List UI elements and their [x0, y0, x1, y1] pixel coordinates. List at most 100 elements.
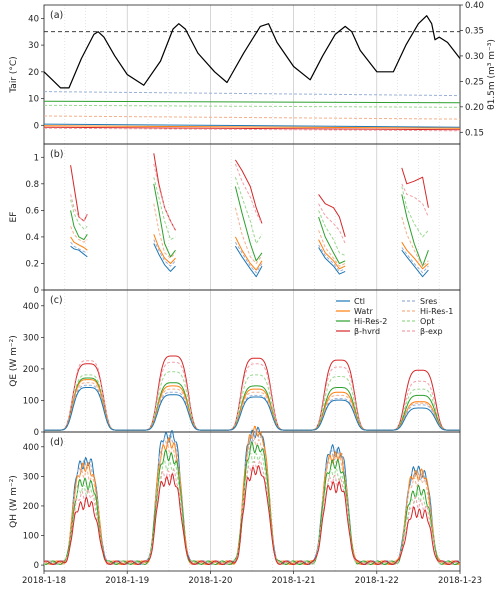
- y-tick-label: 400: [23, 302, 39, 312]
- series-HiRes1-line: [43, 434, 461, 565]
- series-hvrd-segment: [234, 159, 263, 224]
- series-HiRes1-segment: [70, 226, 88, 243]
- panel-2: 0 0.2 0.4 0.6 0.8 1 (b) EF: [9, 143, 461, 296]
- series-HiRes2-line: [43, 100, 461, 104]
- y-tick-label: 100: [23, 396, 39, 406]
- legend-label: β-exp: [420, 327, 443, 336]
- series-exp-line: [43, 460, 461, 565]
- series-exp-segment: [153, 163, 176, 231]
- legend-label: Watr: [354, 307, 373, 316]
- series-Watr-segment: [318, 239, 346, 270]
- x-tick-label: 2018-1-18: [22, 576, 66, 586]
- series-Watr-segment: [70, 236, 88, 251]
- panel-label: (a): [50, 10, 63, 21]
- series-Opt-segment: [401, 186, 429, 238]
- y-tick-label: 20: [28, 68, 39, 78]
- y-tick-label: 0: [34, 428, 39, 438]
- x-tick-label: 2018-1-22: [355, 576, 399, 586]
- y2-tick-label: 0.20: [465, 103, 484, 113]
- y-axis-label: QE (W m⁻²): [9, 335, 19, 387]
- y-tick-label: 200: [23, 502, 39, 512]
- series-HiRes2-segment: [70, 210, 88, 241]
- series-Sres-segment: [318, 244, 346, 272]
- series-Sres-segment: [234, 241, 263, 274]
- series-Sres-segment: [153, 239, 176, 267]
- series-hvrd-segment: [318, 194, 346, 238]
- series-Opt-segment: [70, 199, 88, 230]
- y-tick-label: 30: [28, 41, 39, 51]
- y-tick-label: 300: [23, 472, 39, 482]
- legend-label: Sres: [420, 297, 437, 306]
- series-HiRes1-segment: [401, 216, 429, 267]
- series-HiRes1-segment: [153, 203, 176, 259]
- series-hvrd-line: [43, 126, 461, 131]
- panel-label: (b): [50, 149, 63, 160]
- y-tick-label: 0.2: [25, 259, 39, 269]
- series-Tair-line: [43, 15, 461, 89]
- series-Ctl-segment: [401, 249, 429, 278]
- series-HiRes2-segment: [318, 216, 346, 264]
- y-axis-label: QH (W m⁻²): [9, 475, 19, 528]
- series-Ctl-segment: [153, 243, 176, 272]
- y-tick-label: 200: [23, 365, 39, 375]
- y2-tick-label: 0.30: [465, 52, 484, 62]
- y-tick-label: 300: [23, 333, 39, 343]
- series-Sres-segment: [70, 241, 88, 254]
- series-Opt-segment: [153, 177, 176, 241]
- x-tick-label: 2018-1-19: [105, 576, 149, 586]
- series-Ctl-segment: [70, 245, 88, 258]
- series-Opt-segment: [234, 177, 263, 244]
- series-HiRes2-segment: [234, 186, 263, 262]
- series-Watr-segment: [234, 236, 263, 271]
- y-tick-label: 1: [34, 153, 39, 163]
- y-tick-label: 400: [23, 443, 39, 453]
- y-tick-label: 0: [34, 561, 39, 571]
- series-hvrd-segment: [70, 165, 88, 222]
- y-tick-label: 0.4: [25, 233, 39, 243]
- series-HiRes2-segment: [153, 183, 176, 258]
- series-Opt-segment: [318, 210, 346, 256]
- legend-label: Ctl: [354, 297, 365, 306]
- y-axis-label: Tair (°C): [9, 56, 19, 93]
- panel-label: (d): [50, 437, 63, 448]
- y2-tick-label: 0.40: [465, 1, 484, 11]
- series-HiRes2-segment: [401, 194, 429, 267]
- legend-label: Opt: [420, 317, 435, 326]
- y-axis-label: EF: [9, 212, 19, 223]
- series-exp-segment: [401, 183, 429, 218]
- series-Sres-segment: [401, 247, 429, 274]
- series-Ctl-segment: [234, 245, 263, 278]
- series-Sres-line: [43, 429, 461, 565]
- x-tick-label: 2018-1-20: [188, 576, 232, 586]
- series-Ctl-line: [44, 387, 460, 431]
- legend: Ctl Sres Watr Hi-Res-1 Hi-Res-2 Opt β-hvrd β-ex…: [336, 297, 453, 336]
- series-HiRes1-segment: [234, 207, 263, 264]
- series-HiRes1-line: [43, 115, 461, 120]
- y-tick-label: 0: [34, 286, 39, 296]
- y2-axis-label: θ1.5m (m³ m⁻³): [487, 39, 497, 110]
- series-exp-segment: [318, 203, 346, 244]
- series-hvrd-segment: [401, 167, 429, 208]
- series-Ctl-line: [43, 123, 461, 128]
- legend-label: Hi-Res-2: [354, 317, 387, 326]
- series-HiRes1-segment: [318, 230, 346, 267]
- y2-tick-label: 0.15: [465, 128, 484, 138]
- series-Sres-line: [43, 91, 461, 97]
- series-exp-line: [43, 127, 461, 132]
- y-tick-label: 100: [23, 532, 39, 542]
- x-tick-label: 2018-1-21: [272, 576, 316, 586]
- series-exp-segment: [234, 163, 263, 224]
- panel-label: (c): [50, 295, 63, 306]
- panel-4: 0 100 200 300 400 (d) QH (W m⁻²): [9, 425, 461, 572]
- series-Watr-segment: [401, 241, 429, 270]
- y-tick-label: 40: [28, 14, 39, 24]
- y-tick-label: 0.8: [25, 180, 39, 190]
- y-tick-label: 0.6: [25, 206, 39, 216]
- series-Sres-line: [44, 384, 460, 431]
- legend-label: Hi-Res-1: [420, 307, 453, 316]
- y2-tick-label: 0.35: [465, 26, 484, 36]
- series-Watr-segment: [153, 234, 176, 264]
